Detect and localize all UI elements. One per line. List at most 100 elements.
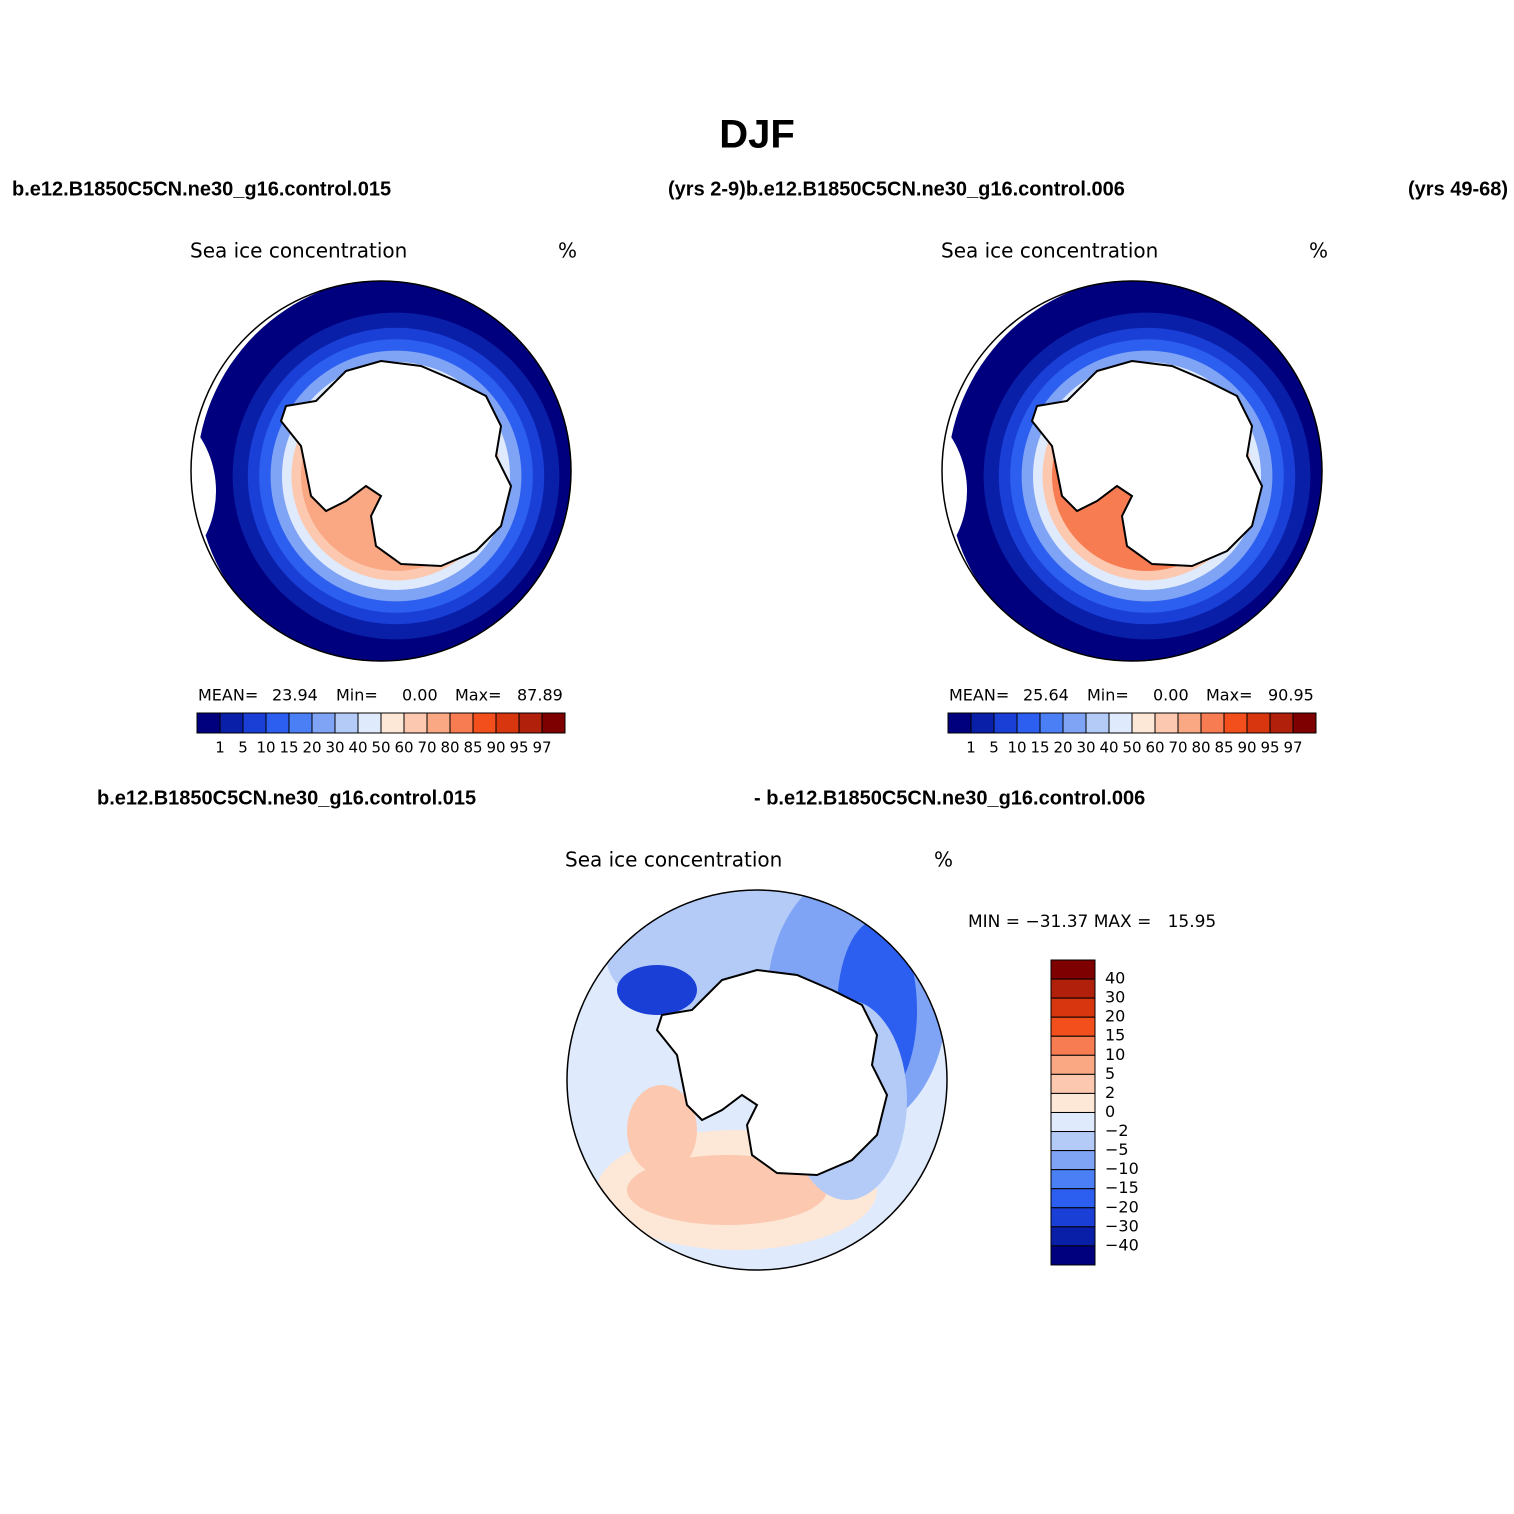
- colorbar-box: [1050, 1073, 1096, 1094]
- colorbar-box: [449, 712, 474, 734]
- panel-stat: MEAN=: [949, 686, 1009, 705]
- colorbar-label: 0: [1105, 1102, 1115, 1121]
- colorbar-box: [472, 712, 497, 734]
- colorbar-box: [1108, 712, 1133, 734]
- colorbar-box: [357, 712, 382, 734]
- panel-stat: 25.64: [1023, 686, 1069, 705]
- diff-units: %: [934, 848, 953, 872]
- colorbar-box: [993, 712, 1018, 734]
- diff-title: Sea ice concentration: [565, 848, 782, 872]
- field-contour: [617, 965, 697, 1015]
- colorbar-box: [1050, 1016, 1096, 1037]
- colorbar-label: 15: [279, 739, 298, 757]
- map: [191, 281, 571, 661]
- colorbar-box: [1154, 712, 1179, 734]
- colorbar-label: 60: [1145, 739, 1164, 757]
- colorbar-label: 10: [1007, 739, 1026, 757]
- colorbar-label: 20: [1105, 1007, 1125, 1026]
- colorbar-box: [1050, 1207, 1096, 1228]
- colorbar-box: [495, 712, 520, 734]
- colorbar-label: 85: [463, 739, 482, 757]
- colorbar-box: [1246, 712, 1271, 734]
- colorbar-label: 60: [394, 739, 413, 757]
- panel-stat: 87.89: [517, 686, 563, 705]
- map-border: [190, 280, 572, 662]
- figure-title: DJF: [719, 113, 795, 157]
- diff-header-right: - b.e12.B1850C5CN.ne30_g16.control.006: [754, 787, 1145, 809]
- panel-title: Sea ice concentration: [190, 239, 407, 263]
- colorbar-label: 5: [989, 739, 999, 757]
- colorbar-box: [1085, 712, 1110, 734]
- missing-area: [191, 391, 216, 591]
- panel-stat: Max=: [1206, 686, 1252, 705]
- colorbar-box: [1050, 978, 1096, 999]
- colorbar-box: [1050, 1035, 1096, 1056]
- colorbar-label: −40: [1105, 1235, 1139, 1254]
- colorbar-box: [380, 712, 405, 734]
- colorbar-box: [541, 712, 566, 734]
- colorbar-box: [1050, 1111, 1096, 1133]
- colorbar-label: 50: [371, 739, 390, 757]
- colorbar-label: 97: [532, 739, 551, 757]
- colorbar-box: [219, 712, 244, 734]
- panel-stat: 0.00: [1153, 686, 1189, 705]
- colorbar-box: [1050, 959, 1096, 980]
- colorbar-box: [265, 712, 290, 734]
- colorbar-label: −20: [1105, 1197, 1139, 1216]
- colorbar-label: 1: [966, 739, 976, 757]
- colorbar-label: 5: [238, 739, 248, 757]
- colorbar-box: [518, 712, 543, 734]
- colorbar-label: −10: [1105, 1159, 1139, 1178]
- colorbar-box: [1050, 1150, 1096, 1171]
- land: [279, 359, 513, 568]
- colorbar-label: 10: [1105, 1045, 1125, 1064]
- colorbar-label: 50: [1122, 739, 1141, 757]
- colorbar-label: 70: [417, 739, 436, 757]
- colorbar-box: [1016, 712, 1041, 734]
- diff-stats: MIN = −31.37 MAX = 15.95: [968, 912, 1216, 932]
- colorbar-box: [242, 712, 267, 734]
- field-contour: [627, 1085, 697, 1175]
- panel-stat: MEAN=: [198, 686, 258, 705]
- colorbar-label: 70: [1168, 739, 1187, 757]
- colorbar-label: 40: [1099, 739, 1118, 757]
- panel-stat: Max=: [455, 686, 501, 705]
- colorbar-box: [334, 712, 359, 734]
- panel-title: Sea ice concentration: [941, 239, 1158, 263]
- diff-header-left: b.e12.B1850C5CN.ne30_g16.control.015: [97, 787, 476, 809]
- colorbar-label: 1: [215, 739, 225, 757]
- panel-stat: 0.00: [402, 686, 438, 705]
- panel-stat: Min=: [1087, 686, 1129, 705]
- colorbar-label: 15: [1105, 1026, 1125, 1045]
- colorbar-label: 15: [1030, 739, 1049, 757]
- colorbar-box: [1200, 712, 1225, 734]
- colorbar-box: [1223, 712, 1248, 734]
- colorbar-label: 30: [325, 739, 344, 757]
- colorbar-box: [1269, 712, 1294, 734]
- map-border: [566, 889, 948, 1271]
- colorbar-box: [1177, 712, 1202, 734]
- colorbar-box: [1050, 1131, 1096, 1152]
- colorbar-label: 40: [348, 739, 367, 757]
- colorbar-box: [1050, 1245, 1096, 1266]
- land: [1030, 359, 1264, 568]
- colorbar-label: 80: [1191, 739, 1210, 757]
- colorbar-label: 10: [256, 739, 275, 757]
- colorbar-box: [1131, 712, 1156, 734]
- colorbar-box: [1050, 1226, 1096, 1247]
- panel-stat: 90.95: [1268, 686, 1314, 705]
- missing-area: [942, 391, 967, 591]
- header-middle: (yrs 2-9)b.e12.B1850C5CN.ne30_g16.contro…: [668, 178, 1125, 200]
- colorbar-label: 95: [1260, 739, 1279, 757]
- colorbar-box: [403, 712, 428, 734]
- map: [567, 890, 947, 1270]
- colorbar-box: [1050, 1188, 1096, 1209]
- colorbar-box: [288, 712, 313, 734]
- panel-stat: 23.94: [272, 686, 318, 705]
- map: [942, 281, 1322, 661]
- colorbar-box: [1292, 712, 1317, 734]
- colorbar-label: 95: [509, 739, 528, 757]
- panel-stat: Min=: [336, 686, 378, 705]
- colorbar-box: [1050, 1169, 1096, 1190]
